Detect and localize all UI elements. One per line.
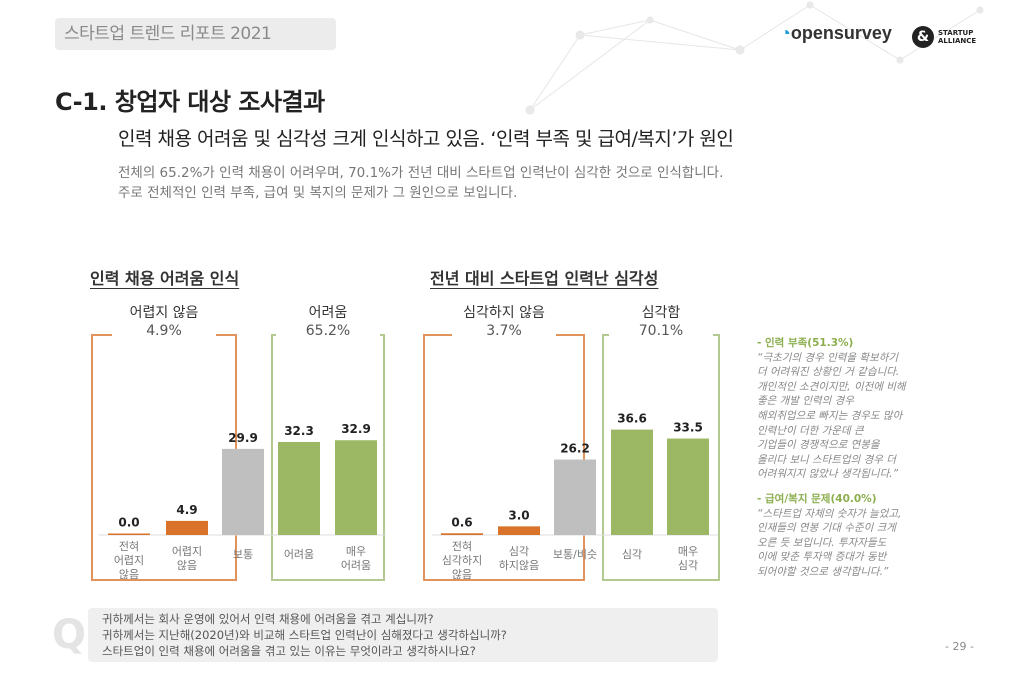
category-label: 않음 (119, 568, 139, 581)
group-label: 어려움 (309, 305, 348, 321)
question: 스타트업이 인력 채용에 어려움을 겪고 있는 이유는 무엇이라고 생각하시나요… (102, 644, 476, 658)
category-label: 않음 (452, 568, 472, 581)
category-label: 보통 (233, 548, 253, 561)
category-label: 어렵지 (114, 554, 144, 567)
category-label: 어려움 (341, 559, 371, 572)
question: 귀하께서는 회사 운영에 있어서 인력 채용에 어려움을 겪고 계십니까? (102, 612, 434, 626)
page-title: C-1. 창업자 대상 조사결과 (55, 88, 325, 116)
bar (667, 438, 709, 535)
category-label: 심각하지 (442, 553, 482, 567)
quote-block: - 급여/복지 문제(40.0%) “스타트업 자체의 숫자가 늘었고, 인재들의 … (757, 492, 1017, 580)
category-label: 하지않음 (499, 558, 539, 572)
q-icon: Q (52, 612, 87, 658)
category-label: 심각 (509, 545, 529, 558)
quote-line: 좋은 개발 인력의 경우 (757, 395, 854, 408)
data-label: 33.5 (673, 421, 703, 435)
quote-line: 인력난이 더한 가운데 큰 (757, 424, 864, 437)
description-line: 주로 전체적인 인력 부족, 급여 및 복지의 문제가 그 원인으로 보입니다. (118, 185, 518, 201)
bar (108, 533, 150, 535)
data-label: 32.9 (341, 422, 371, 436)
quote-line: 인재들의 연봉 기대 수준이 크게 (757, 522, 896, 535)
category-label: 전혀 (119, 540, 139, 553)
bar (278, 441, 320, 535)
category-label: 전혀 (452, 540, 472, 553)
category-label: 보통/비슷 (553, 548, 597, 561)
quote-line: 해외취업으로 빠지는 경우도 많아 (757, 409, 903, 422)
group-value: 70.1% (639, 323, 683, 339)
quote-line: “극초기의 경우 인력을 확보하기 (757, 351, 899, 364)
category-label: 않음 (177, 559, 197, 572)
survey-questions: 귀하께서는 회사 운영에 있어서 인력 채용에 어려움을 겪고 계십니까? 귀하… (88, 608, 718, 662)
chart1-title: 인력 채용 어려움 인식 (90, 269, 240, 288)
quote-line: 기업들이 경쟁적으로 연봉을 (757, 439, 880, 452)
quote-line: 올리다 보니 스타트업의 경우 더 (757, 453, 896, 466)
category-label: 심각 (678, 559, 698, 572)
category-label: 매우 (678, 545, 698, 558)
report-title-badge: 스타트업 트렌드 리포트 2021 (55, 18, 336, 50)
chart2-title: 전년 대비 스타트업 인력난 심각성 (430, 269, 659, 288)
quote-line: 이에 맞춘 투자액 증대가 동반 (757, 551, 887, 564)
group-box-low (423, 334, 585, 581)
group-value: 4.9% (146, 323, 182, 339)
startup-alliance-logo-text: STARTUP ALLIANCE (938, 29, 977, 45)
network-decoration (525, 1, 984, 115)
description-line: 전체의 65.2%가 인력 채용이 어려우며, 70.1%가 전년 대비 스타트… (118, 165, 724, 181)
group-label-bg (276, 300, 380, 342)
group-label: 어렵지 않음 (130, 305, 199, 321)
data-label: 0.0 (118, 516, 139, 530)
data-label: 29.9 (228, 431, 258, 445)
bar-charts: 어렵지 않음4.9%어려움65.2%0.0전혀어렵지않음4.9어렵지않음29.9… (91, 300, 720, 581)
page-subtitle: 인력 채용 어려움 및 심각성 크게 인식하고 있음. ‘인력 부족 및 급여/… (118, 128, 734, 150)
bar (498, 526, 540, 535)
bar (441, 533, 483, 535)
opensurvey-logo: ◔opensurvey (780, 23, 892, 43)
quote-heading: - 급여/복지 문제(40.0%) (757, 492, 877, 505)
page-number: - 29 - (945, 640, 974, 653)
data-label: 3.0 (508, 508, 529, 522)
category-label: 어렵지 (172, 545, 202, 558)
group-label-bg (112, 300, 216, 342)
bar (335, 440, 377, 535)
bar (554, 459, 596, 535)
quote-line: 더 어려워진 상황인 거 같습니다. (757, 366, 900, 379)
category-label: 어려움 (284, 548, 314, 561)
question: 귀하께서는 지난해(2020년)와 비교해 스타트업 인력난이 심해졌다고 생각… (102, 628, 507, 642)
category-label: 심각 (622, 548, 642, 561)
group-value: 65.2% (306, 323, 350, 339)
group-label-bg (609, 300, 713, 342)
bar (611, 429, 653, 535)
quote-line: 개인적인 소견이지만, 이전에 비해 (757, 380, 906, 393)
quote-line: 어려워지지 않았나 생각됩니다.” (757, 468, 899, 481)
group-label-bg (452, 300, 556, 342)
data-label: 26.2 (560, 442, 590, 456)
group-label: 심각하지 않음 (463, 305, 545, 321)
bar (222, 448, 264, 535)
group-label: 심각함 (642, 305, 681, 321)
data-label: 0.6 (451, 515, 472, 529)
data-label: 36.6 (617, 412, 647, 426)
group-box-low (91, 334, 237, 581)
quote-line: “스타트업 자체의 숫자가 늘었고, (757, 507, 902, 520)
startup-alliance-logo: & STARTUP ALLIANCE (912, 26, 978, 48)
data-label: 32.3 (284, 424, 314, 438)
category-label: 매우 (346, 545, 366, 558)
bar (166, 520, 208, 535)
data-label: 4.9 (176, 503, 197, 517)
group-value: 3.7% (486, 323, 522, 339)
quote-heading: - 인력 부족(51.3%) (757, 337, 854, 349)
opensurvey-logo-text: opensurvey (790, 23, 892, 43)
quote-line: 오른 듯 보입니다. 투자자들도 (757, 536, 887, 549)
quote-line: 되어야할 것으로 생각합니다.” (757, 565, 889, 578)
